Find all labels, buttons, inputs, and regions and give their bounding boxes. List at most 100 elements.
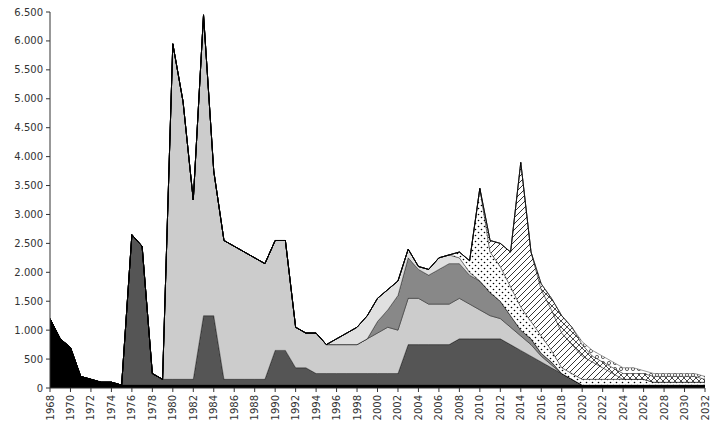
x-tick-label: 1988 — [249, 395, 260, 420]
y-tick — [46, 156, 50, 157]
x-tick-label: 1976 — [126, 395, 137, 420]
x-tick-label: 2026 — [638, 395, 649, 420]
x-tick — [172, 388, 173, 392]
x-tick — [602, 388, 603, 392]
x-tick — [70, 388, 71, 392]
y-tick-label: 5.500 — [14, 64, 43, 75]
x-tick-label: 1990 — [270, 395, 281, 420]
x-tick-label: 1984 — [208, 395, 219, 420]
y-tick — [46, 214, 50, 215]
y-tick — [46, 185, 50, 186]
x-tick — [152, 388, 153, 392]
y-tick-label: 4.500 — [14, 122, 43, 133]
x-tick-label: 2028 — [659, 395, 670, 420]
x-tick-label: 1998 — [352, 395, 363, 420]
x-tick — [377, 388, 378, 392]
x-tick — [684, 388, 685, 392]
x-tick — [561, 388, 562, 392]
y-tick — [46, 127, 50, 128]
y-tick-label: 3.000 — [14, 209, 43, 220]
y-tick — [46, 243, 50, 244]
x-tick — [131, 388, 132, 392]
x-tick — [418, 388, 419, 392]
x-tick-label: 2000 — [372, 395, 383, 420]
y-tick-label: 2.500 — [14, 238, 43, 249]
x-tick — [193, 388, 194, 392]
x-tick — [623, 388, 624, 392]
y-tick-label: 0 — [37, 383, 43, 394]
x-tick-label: 2024 — [618, 395, 629, 420]
x-tick-label: 1982 — [188, 395, 199, 420]
y-tick — [46, 272, 50, 273]
y-tick — [46, 301, 50, 302]
x-tick — [500, 388, 501, 392]
x-tick-label: 2030 — [679, 395, 690, 420]
x-tick-label: 2006 — [433, 395, 444, 420]
y-tick-label: 1.000 — [14, 325, 43, 336]
x-tick-label: 1992 — [290, 395, 301, 420]
x-tick — [275, 388, 276, 392]
y-tick — [46, 12, 50, 13]
x-tick-label: 1972 — [85, 395, 96, 420]
y-tick — [46, 98, 50, 99]
area-layer — [50, 15, 705, 385]
y-tick — [46, 40, 50, 41]
y-tick — [46, 69, 50, 70]
y-tick — [46, 359, 50, 360]
x-tick — [254, 388, 255, 392]
x-tick — [336, 388, 337, 392]
x-tick — [234, 388, 235, 392]
area-layer — [50, 15, 705, 385]
y-tick-label: 5.000 — [14, 93, 43, 104]
x-tick — [213, 388, 214, 392]
x-tick-label: 2020 — [577, 395, 588, 420]
area-layer — [50, 15, 705, 385]
x-tick — [50, 388, 51, 392]
x-tick — [90, 388, 91, 392]
chart: 05001.0001.5002.0002.5003.0003.5004.0004… — [0, 0, 719, 432]
x-tick-label: 2004 — [413, 395, 424, 420]
x-tick — [479, 388, 480, 392]
area-layer — [50, 15, 705, 385]
area-layer — [50, 15, 705, 385]
x-tick-label: 1968 — [45, 395, 56, 420]
x-tick — [643, 388, 644, 392]
x-tick-label: 2014 — [515, 395, 526, 420]
x-tick-label: 2008 — [454, 395, 465, 420]
x-tick-label: 1986 — [229, 395, 240, 420]
area-layer — [50, 15, 705, 385]
x-tick-label: 2018 — [556, 395, 567, 420]
y-tick — [46, 388, 50, 389]
x-tick — [520, 388, 521, 392]
x-tick-label: 1970 — [65, 395, 76, 420]
x-tick — [664, 388, 665, 392]
y-tick-label: 6.500 — [14, 7, 43, 18]
x-tick-label: 1974 — [106, 395, 117, 420]
axes: 05001.0001.5002.0002.5003.0003.5004.0004… — [14, 7, 710, 421]
x-tick — [295, 388, 296, 392]
x-tick-label: 1996 — [331, 395, 342, 420]
x-tick — [541, 388, 542, 392]
y-axis-line — [50, 12, 51, 388]
x-tick-label: 1978 — [147, 395, 158, 420]
x-tick — [111, 388, 112, 392]
y-tick — [46, 330, 50, 331]
x-tick — [438, 388, 439, 392]
x-tick — [316, 388, 317, 392]
area-layer — [50, 15, 705, 385]
x-tick — [397, 388, 398, 392]
x-tick-label: 2002 — [392, 395, 403, 420]
x-tick-label: 1980 — [167, 395, 178, 420]
y-tick-label: 6.000 — [14, 35, 43, 46]
x-tick — [705, 388, 706, 392]
y-tick-label: 500 — [24, 354, 43, 365]
x-tick-label: 2016 — [536, 395, 547, 420]
x-tick-label: 1994 — [311, 395, 322, 420]
x-tick-label: 2012 — [495, 395, 506, 420]
x-tick-label: 2022 — [597, 395, 608, 420]
x-tick — [357, 388, 358, 392]
y-tick-label: 3.500 — [14, 180, 43, 191]
x-tick-label: 2032 — [700, 395, 711, 420]
areas — [50, 15, 705, 388]
x-tick-label: 2010 — [474, 395, 485, 420]
